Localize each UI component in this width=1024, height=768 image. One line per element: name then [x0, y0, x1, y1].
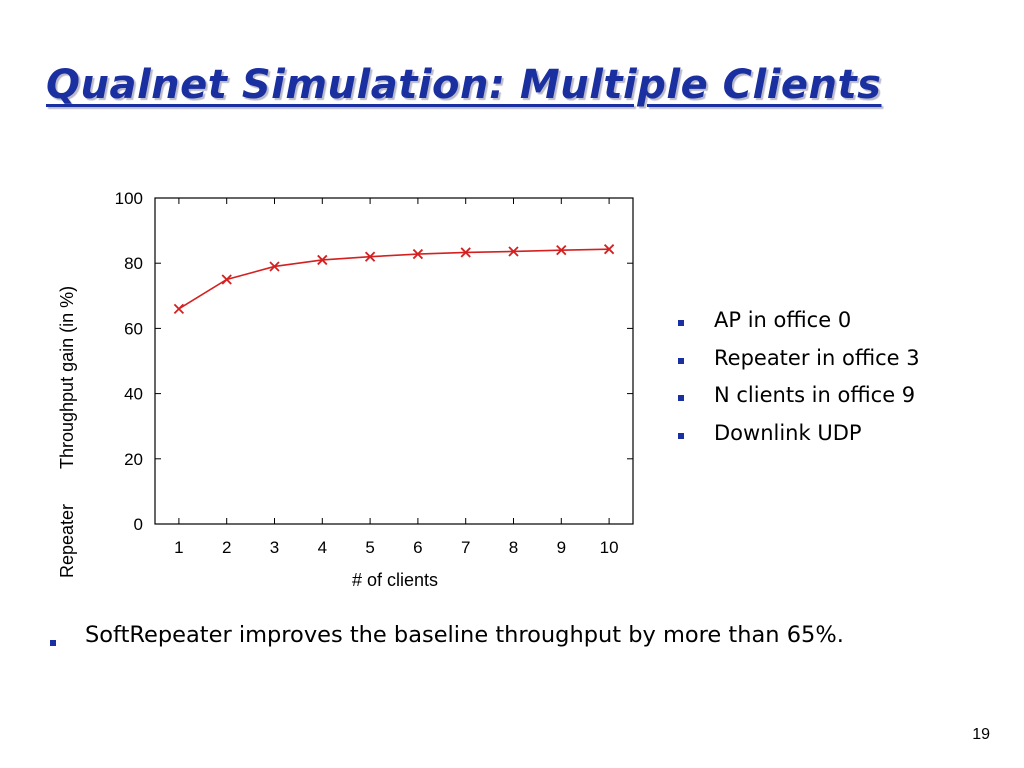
bullet-square-icon — [50, 640, 56, 646]
data-point-x-marker — [269, 261, 280, 272]
page-number: 19 — [972, 726, 990, 743]
data-point-x-marker — [508, 246, 519, 257]
x-tick-label: 7 — [461, 538, 470, 557]
data-point-x-marker — [221, 274, 232, 285]
scenario-item: AP in office 0 — [676, 308, 920, 346]
x-tick-label: 8 — [509, 538, 518, 557]
x-tick-label: 4 — [318, 538, 327, 557]
bullet-square-icon — [678, 432, 684, 439]
x-axis-label: # of clients — [352, 570, 438, 590]
summary-text: SoftRepeater improves the baseline throu… — [85, 622, 844, 648]
y-tick-label: 20 — [124, 450, 143, 469]
scenario-item: Repeater in office 3 — [676, 346, 920, 384]
x-tick-label: 9 — [557, 538, 566, 557]
scenario-list: AP in office 0 Repeater in office 3 N cl… — [676, 308, 920, 458]
scenario-item: Downlink UDP — [676, 421, 920, 459]
scenario-text: Repeater in office 3 — [714, 345, 920, 370]
y-axis-label-line-2: Throughput gain (in %) — [57, 286, 77, 469]
y-tick-labels: 0 20 40 60 80 100 — [115, 189, 143, 534]
x-tick-label: 6 — [413, 538, 422, 557]
x-tick-label: 10 — [600, 538, 619, 557]
summary-bullet: SoftRepeater improves the baseline throu… — [44, 622, 844, 648]
scenario-text: N clients in office 9 — [714, 383, 916, 407]
data-point-x-marker — [364, 251, 376, 262]
x-tick-label: 2 — [222, 538, 231, 557]
data-point-x-marker — [460, 247, 471, 258]
scenario-text: Downlink UDP — [714, 420, 862, 445]
chart-ticks — [155, 197, 633, 525]
series-group — [173, 244, 615, 314]
bullet-square-icon — [678, 357, 684, 364]
bullet-square-icon — [678, 320, 684, 326]
data-point-x-marker — [173, 303, 185, 314]
scenario-item: N clients in office 9 — [676, 383, 920, 421]
data-point-x-marker — [412, 248, 424, 260]
y-tick-label: 80 — [124, 254, 143, 273]
y-tick-label: 60 — [124, 319, 143, 338]
data-point-x-marker — [603, 244, 615, 255]
bullet-square-icon — [678, 395, 684, 401]
slide-title: Qualnet Simulation: Multiple Clients — [46, 62, 882, 108]
series-line — [178, 248, 610, 310]
scenario-text: AP in office 0 — [714, 308, 852, 332]
plot-frame — [154, 197, 634, 525]
y-tick-label: 0 — [134, 515, 143, 534]
x-tick-label: 5 — [365, 538, 374, 557]
data-point-x-marker — [556, 245, 567, 256]
y-tick-label: 100 — [115, 189, 143, 208]
y-tick-label: 40 — [124, 385, 143, 404]
x-tick-label: 1 — [174, 538, 183, 557]
x-tick-label: 3 — [270, 538, 279, 557]
y-axis-label-line-1: Repeater — [57, 504, 77, 578]
x-tick-labels: 1 2 3 4 5 6 7 8 9 10 — [174, 538, 618, 557]
data-point-x-marker — [317, 254, 328, 266]
